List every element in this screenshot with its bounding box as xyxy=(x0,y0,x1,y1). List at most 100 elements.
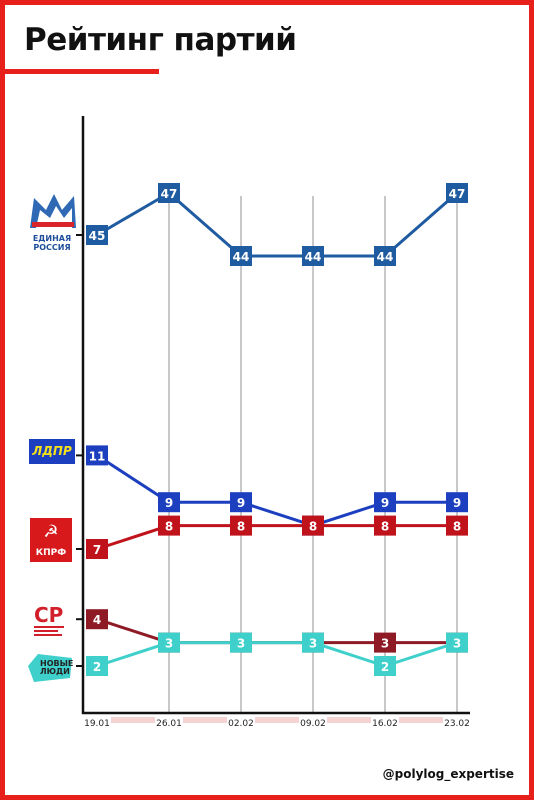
er-logo-text-2: РОССИЯ xyxy=(33,243,71,252)
sr-line xyxy=(96,617,457,645)
nl-logo-text-1: НОВЫЕ xyxy=(40,659,74,668)
novye_lyudi-point: 3 xyxy=(302,632,324,653)
x-band xyxy=(327,717,371,723)
point-marker xyxy=(374,246,396,266)
page-title: Рейтинг партий xyxy=(24,22,297,58)
data-label: 44 xyxy=(233,250,250,264)
data-label: 3 xyxy=(165,637,173,651)
novye_lyudi-point: 3 xyxy=(230,632,252,653)
kprf-point: 7 xyxy=(86,539,108,559)
x-tick-label: 02.02 xyxy=(228,719,254,729)
sr-point: 3 xyxy=(374,632,396,653)
data-label: 3 xyxy=(309,637,317,651)
kprf-logo: ☭ КПРФ xyxy=(30,518,72,562)
data-label: 9 xyxy=(381,496,389,510)
data-label: 3 xyxy=(381,637,389,651)
point-marker xyxy=(230,246,252,266)
data-label: 8 xyxy=(453,520,461,534)
data-label: 2 xyxy=(381,660,389,674)
kprf-line xyxy=(96,524,457,551)
data-label: 8 xyxy=(381,520,389,534)
novye_lyudi-point: 3 xyxy=(446,632,468,653)
data-label: 8 xyxy=(309,520,317,534)
x-band xyxy=(255,717,299,723)
point-marker xyxy=(86,225,108,245)
kprf-point: 8 xyxy=(158,515,180,536)
title-underline xyxy=(5,69,159,74)
data-label: 3 xyxy=(237,637,245,651)
data-label: 7 xyxy=(93,543,101,557)
novye_lyudi-point: 2 xyxy=(374,656,396,676)
point-marker xyxy=(302,246,324,266)
edinaya-rossiya-logo: ЕДИНАЯ РОССИЯ xyxy=(24,188,80,260)
data-label: 44 xyxy=(377,250,394,264)
data-label: 2 xyxy=(93,660,101,674)
ldpr-point: 9 xyxy=(158,492,180,513)
point-marker xyxy=(230,515,252,536)
data-label: 47 xyxy=(449,187,466,201)
novye_lyudi-line xyxy=(96,641,458,668)
x-tick-label: 19.01 xyxy=(84,719,110,729)
sr-logo-icon: СР xyxy=(34,603,64,636)
nl-logo-text-2: ЛЮДИ xyxy=(40,667,70,676)
edinaya_rossiya-point: 45 xyxy=(86,225,108,245)
data-label: 9 xyxy=(165,496,173,510)
edinaya_rossiya-point: 44 xyxy=(374,246,396,266)
ldpr-point: 11 xyxy=(86,445,108,466)
data-label: 8 xyxy=(237,520,245,534)
point-marker xyxy=(374,632,396,653)
point-marker xyxy=(374,492,396,513)
edinaya_rossiya-point: 44 xyxy=(230,246,252,266)
x-band xyxy=(399,717,443,723)
sr-point: 4 xyxy=(86,609,108,630)
point-marker xyxy=(374,656,396,676)
data-label: 8 xyxy=(165,520,173,534)
point-marker xyxy=(446,632,468,653)
point-marker xyxy=(158,183,180,203)
kprf-point: 8 xyxy=(446,515,468,536)
kprf-point: 8 xyxy=(230,515,252,536)
data-label: 11 xyxy=(89,449,106,463)
bear-icon xyxy=(30,194,76,228)
data-label: 9 xyxy=(237,496,245,510)
ldpr-point: 9 xyxy=(230,492,252,513)
ldpr-logo: ЛДПР xyxy=(29,439,75,464)
point-marker xyxy=(158,515,180,536)
edinaya_rossiya-point: 47 xyxy=(446,183,468,203)
er-logo-text-1: ЕДИНАЯ xyxy=(32,234,72,243)
point-marker xyxy=(86,539,108,559)
point-marker xyxy=(302,632,324,653)
ldpr-line xyxy=(96,454,457,528)
point-marker xyxy=(86,609,108,630)
point-marker xyxy=(86,656,108,676)
novye_lyudi-point: 2 xyxy=(86,656,108,676)
point-marker xyxy=(158,492,180,513)
novye-lyudi-logo: НОВЫЕ ЛЮДИ xyxy=(26,652,74,684)
data-label: 3 xyxy=(453,637,461,651)
novye_lyudi-point: 3 xyxy=(158,632,180,653)
x-tick-label: 09.02 xyxy=(300,719,326,729)
point-marker xyxy=(230,492,252,513)
point-marker xyxy=(446,515,468,536)
point-marker xyxy=(302,515,324,536)
data-label: 9 xyxy=(453,496,461,510)
kprf-point: 8 xyxy=(374,515,396,536)
author-handle: @polylog_expertise xyxy=(382,767,514,781)
data-label: 4 xyxy=(93,613,101,627)
point-marker xyxy=(446,492,468,513)
data-label: 44 xyxy=(305,250,322,264)
data-label: 45 xyxy=(89,229,106,243)
x-tick-label: 23.02 xyxy=(444,719,470,729)
edinaya_rossiya-point: 47 xyxy=(158,183,180,203)
point-marker xyxy=(86,445,108,466)
sr-logo: СР xyxy=(30,598,70,638)
kprf-logo-text: КПРФ xyxy=(35,548,67,558)
point-marker xyxy=(158,632,180,653)
point-marker xyxy=(374,515,396,536)
x-tick-label: 16.02 xyxy=(372,719,398,729)
kprf-point: 8 xyxy=(302,515,324,536)
x-band xyxy=(111,717,155,723)
x-tick-label: 26.01 xyxy=(156,719,182,729)
